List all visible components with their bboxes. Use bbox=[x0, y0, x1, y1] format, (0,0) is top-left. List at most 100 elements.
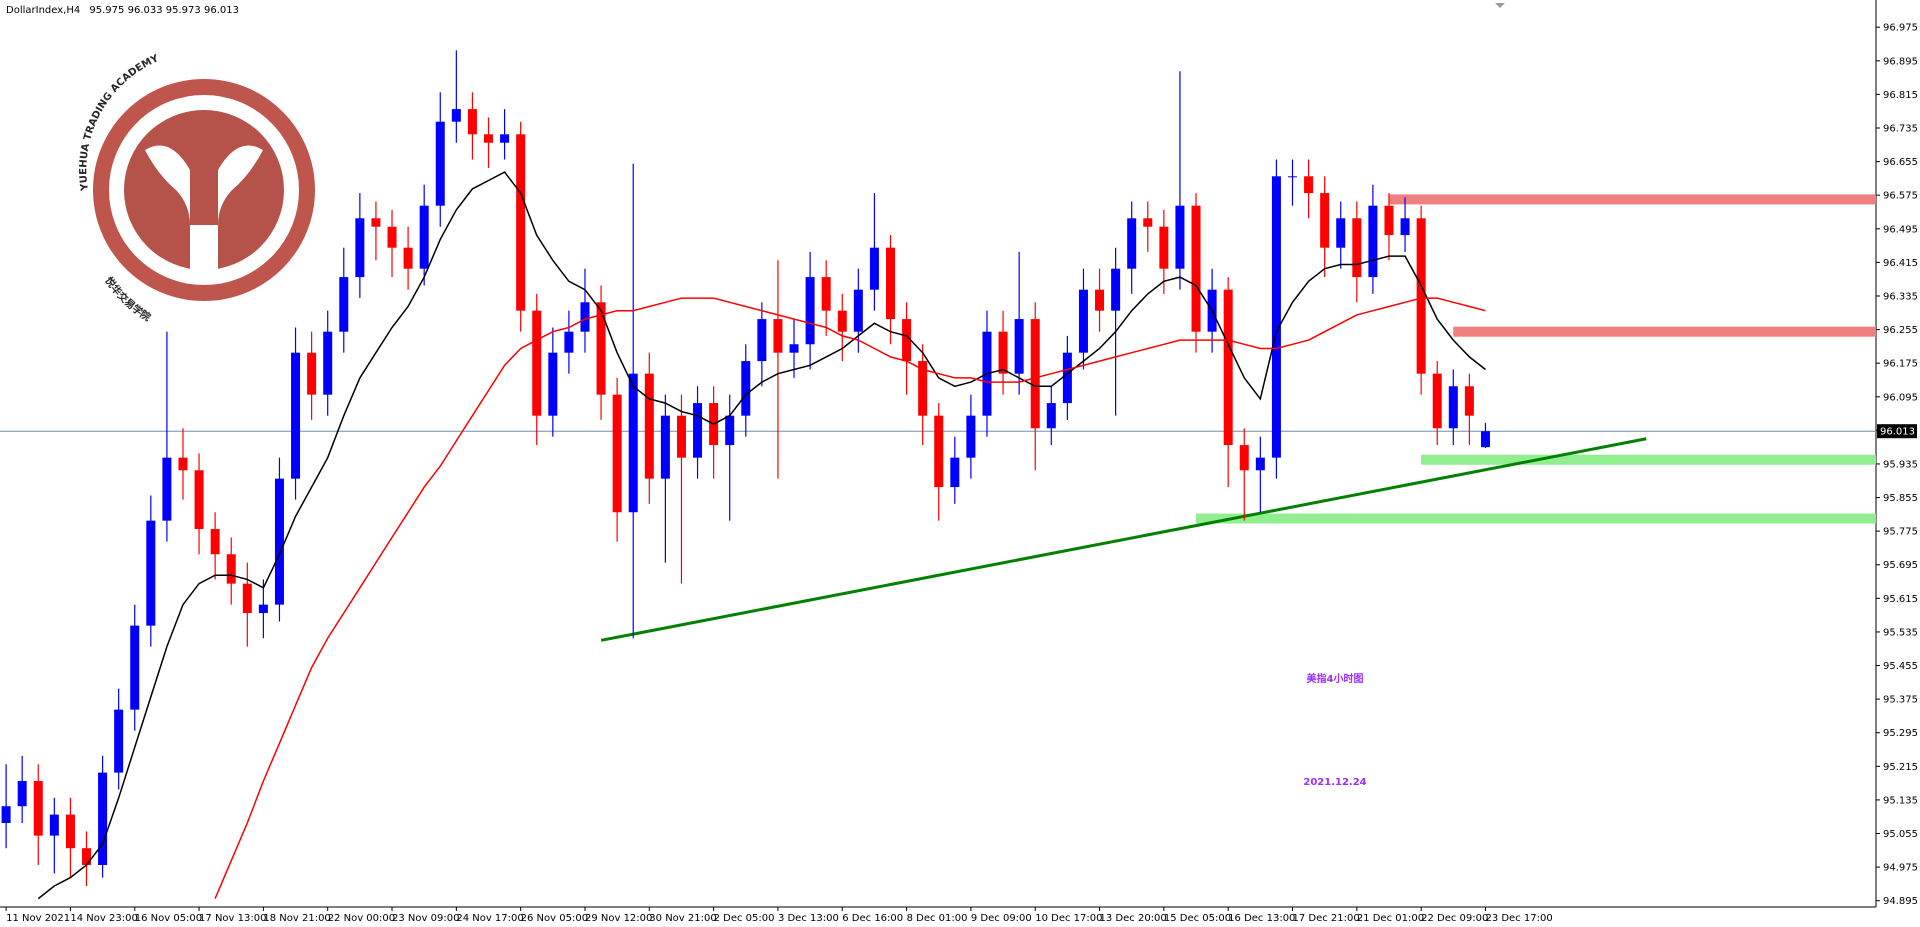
moving-average bbox=[214, 297, 1486, 899]
y-tick-label: 95.215 bbox=[1883, 762, 1918, 773]
candle-body bbox=[1078, 289, 1088, 353]
candle-body bbox=[387, 226, 397, 248]
annotation-date: 2021.12.24 bbox=[1303, 777, 1366, 788]
candle-body bbox=[628, 373, 638, 513]
y-tick-label: 96.175 bbox=[1883, 359, 1918, 370]
candle-body bbox=[194, 470, 204, 530]
level-zone bbox=[1421, 454, 1876, 465]
x-tick-label: 22 Nov 00:00 bbox=[328, 913, 395, 924]
y-tick-label: 95.375 bbox=[1883, 695, 1918, 706]
candle-body bbox=[1288, 176, 1297, 178]
candle-body bbox=[853, 289, 863, 332]
x-tick-label: 6 Dec 16:00 bbox=[842, 913, 903, 924]
candle-body bbox=[1127, 218, 1137, 269]
header-high: 96.033 bbox=[128, 5, 163, 16]
candle-body bbox=[33, 781, 43, 836]
candle-body bbox=[467, 109, 477, 135]
y-tick-label: 95.695 bbox=[1883, 560, 1918, 571]
x-tick-label: 14 Nov 23:00 bbox=[70, 913, 137, 924]
candle-body bbox=[1400, 218, 1410, 236]
candle-body bbox=[1111, 268, 1121, 311]
candle-body bbox=[886, 247, 895, 320]
candle-body bbox=[869, 247, 879, 290]
level-zone bbox=[1453, 326, 1876, 337]
candle-body bbox=[1223, 289, 1233, 446]
symbol: DollarIndex,H4 bbox=[6, 5, 80, 16]
candle-body bbox=[1191, 205, 1201, 332]
x-tick-label: 17 Dec 21:00 bbox=[1293, 913, 1360, 924]
candle-body bbox=[676, 415, 686, 458]
x-tick-label: 26 Nov 05:00 bbox=[521, 913, 588, 924]
candle-body bbox=[403, 247, 413, 269]
x-tick-label: 3 Dec 13:00 bbox=[778, 913, 839, 924]
candle-body bbox=[82, 848, 91, 866]
candle-body bbox=[323, 331, 333, 395]
candle-body bbox=[1095, 289, 1105, 311]
candle-body bbox=[805, 277, 815, 345]
candle-body bbox=[532, 310, 542, 416]
candle-body bbox=[1480, 431, 1490, 448]
candle-body bbox=[242, 583, 252, 614]
watermark-logo: YUEHUA TRADING ACADEMY 悦华交易学院 bbox=[78, 53, 315, 324]
candle-body bbox=[516, 134, 526, 311]
y-tick-label: 95.775 bbox=[1883, 527, 1918, 538]
candle-body bbox=[435, 121, 445, 206]
x-tick-label: 23 Dec 17:00 bbox=[1485, 913, 1552, 924]
y-tick-label: 95.535 bbox=[1883, 627, 1918, 638]
x-tick-label: 18 Nov 21:00 bbox=[263, 913, 330, 924]
candle-body bbox=[49, 814, 59, 836]
x-tick-label: 15 Dec 05:00 bbox=[1164, 913, 1231, 924]
x-tick-label: 8 Dec 01:00 bbox=[907, 913, 968, 924]
y-tick-label: 96.895 bbox=[1883, 56, 1918, 67]
y-tick-label: 96.335 bbox=[1883, 291, 1918, 302]
y-tick-label: 95.935 bbox=[1883, 459, 1918, 470]
x-tick-label: 17 Nov 13:00 bbox=[199, 913, 266, 924]
candle-body bbox=[1271, 176, 1281, 458]
y-tick-label: 96.975 bbox=[1883, 23, 1918, 34]
candle-body bbox=[371, 218, 381, 227]
y-tick-label: 95.855 bbox=[1883, 493, 1918, 504]
y-tick-label: 96.415 bbox=[1883, 258, 1918, 269]
y-tick-label: 96.095 bbox=[1883, 392, 1918, 403]
candle-body bbox=[789, 344, 799, 353]
candle-body bbox=[1336, 218, 1346, 248]
candle-body bbox=[1159, 226, 1169, 269]
header-close: 96.013 bbox=[204, 5, 239, 16]
candle-body bbox=[210, 529, 220, 555]
candle-body bbox=[65, 814, 75, 849]
candle-body bbox=[918, 361, 928, 416]
candle-body bbox=[1464, 386, 1474, 416]
candle-body bbox=[307, 352, 317, 395]
candle-body bbox=[1143, 218, 1153, 227]
candle-body bbox=[419, 205, 429, 269]
candle-body bbox=[1014, 319, 1024, 374]
candle-body bbox=[773, 319, 783, 353]
x-tick-label: 21 Dec 01:00 bbox=[1357, 913, 1424, 924]
candle-body bbox=[757, 319, 767, 362]
y-tick-label: 96.495 bbox=[1883, 224, 1918, 235]
candle-body bbox=[98, 772, 108, 866]
y-tick-label: 96.735 bbox=[1883, 124, 1918, 135]
candle-body bbox=[1175, 205, 1185, 269]
y-tick-label: 95.295 bbox=[1883, 728, 1918, 739]
y-tick-label: 95.615 bbox=[1883, 594, 1918, 605]
x-tick-label: 9 Dec 09:00 bbox=[971, 913, 1032, 924]
y-tick-label: 96.255 bbox=[1883, 325, 1918, 336]
candle-body bbox=[998, 331, 1008, 374]
x-tick-label: 16 Nov 05:00 bbox=[135, 913, 202, 924]
header-low: 95.973 bbox=[166, 5, 201, 16]
candle-body bbox=[130, 625, 140, 710]
candle-body bbox=[1, 806, 11, 824]
candle-body bbox=[741, 361, 751, 416]
x-tick-label: 10 Dec 17:00 bbox=[1035, 913, 1102, 924]
candle-body bbox=[226, 554, 236, 584]
candle-body bbox=[693, 403, 703, 458]
x-tick-label: 29 Nov 12:00 bbox=[585, 913, 652, 924]
level-zone bbox=[1388, 194, 1876, 205]
candle-body bbox=[291, 352, 301, 479]
candle-body bbox=[837, 310, 847, 332]
candle-body bbox=[355, 218, 365, 278]
y-tick-label: 96.575 bbox=[1883, 191, 1918, 202]
